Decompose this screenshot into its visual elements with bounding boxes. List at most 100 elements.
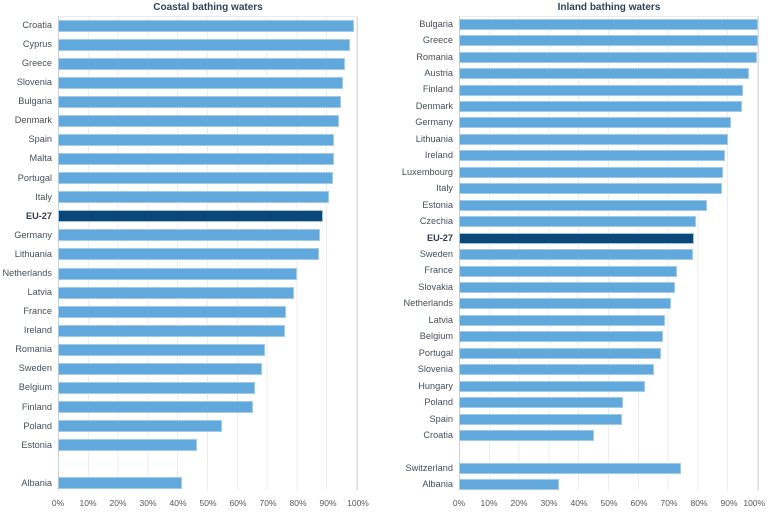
bar-track (459, 427, 759, 443)
value-bar (58, 38, 350, 51)
country-label: Portugal (418, 347, 453, 358)
inland-chart: Inland bathing waters Bulgaria Greece Roma… (384, 1, 768, 515)
value-bar (58, 477, 182, 490)
bar-track (58, 207, 358, 226)
value-bar (459, 199, 707, 211)
value-bar (58, 324, 286, 337)
bar-track (58, 398, 358, 417)
country-label: Bulgaria (419, 18, 453, 29)
bar-track (459, 329, 759, 345)
value-bar (459, 265, 677, 277)
country-label: Estonia (21, 439, 52, 450)
x-axis-tick-label: 100% (347, 498, 369, 508)
country-label: Ireland (23, 325, 52, 336)
value-bar (459, 216, 696, 228)
chart-row: Bulgaria (384, 16, 768, 32)
chart-row: Spain (384, 411, 768, 427)
chart-row: Estonia (0, 436, 384, 455)
chart-row: Luxembourg (384, 164, 768, 180)
country-label: Latvia (27, 287, 52, 298)
value-bar (58, 305, 287, 318)
bar-track (459, 378, 759, 394)
value-bar (58, 134, 335, 146)
chart-row: EU-27 (0, 207, 384, 226)
chart-row: Slovakia (384, 279, 768, 295)
country-label: Lithuania (415, 133, 453, 144)
value-bar (58, 420, 223, 433)
chart-row: Albania (384, 477, 768, 493)
x-axis-tick-label: 70% (660, 498, 678, 508)
value-bar (459, 166, 724, 178)
chart-row: Italy (384, 181, 768, 197)
x-axis-tick-label: 90% (319, 498, 337, 508)
bar-track (459, 312, 759, 328)
country-label: Poland (424, 397, 453, 408)
country-label: EU-27 (25, 210, 52, 221)
country-label: Spain (28, 134, 53, 145)
country-label: Italy (35, 191, 52, 202)
value-bar (58, 114, 339, 127)
chart-row: France (0, 302, 384, 321)
value-bar (459, 51, 757, 63)
country-label: Slovakia (418, 281, 453, 292)
value-bar (58, 19, 355, 32)
value-bar (459, 68, 750, 80)
chart-row: Portugal (384, 345, 768, 361)
country-label: Czechia (419, 216, 453, 227)
bar-track (58, 73, 358, 92)
bar-track (58, 92, 358, 111)
bar-track (58, 111, 358, 130)
country-label: France (23, 306, 52, 317)
bar-track (58, 150, 358, 169)
value-bar (459, 331, 663, 343)
country-label: Belgium (18, 382, 52, 393)
country-label: Malta (29, 153, 52, 164)
chart-row: Romania (0, 340, 384, 359)
x-axis-tick-label: 100% (743, 498, 766, 508)
value-bar (459, 380, 645, 392)
bar-track (459, 230, 759, 246)
coastal-plot-area: Croatia Cyprus Greece Slovenia Bulgaria Denma… (0, 16, 384, 493)
country-label: Italy (436, 183, 453, 194)
country-label: Romania (15, 344, 52, 355)
chart-row: Netherlands (0, 264, 384, 283)
country-label: Netherlands (403, 298, 453, 309)
value-bar (58, 401, 253, 414)
chart-row: Germany (384, 115, 768, 131)
value-bar (58, 286, 294, 299)
value-bar (58, 76, 343, 89)
coastal-x-axis: 0% 10% 20% 30% 40% 50% 60% 70% 80% 90% 100% (52, 495, 369, 513)
chart-row: Austria (384, 65, 768, 81)
value-bar (58, 57, 346, 70)
chart-row: Poland (0, 417, 384, 436)
bar-track (58, 264, 358, 283)
chart-row: Germany (0, 226, 384, 245)
bar-track (58, 188, 358, 207)
bar-track (58, 321, 358, 340)
chart-row: Finland (0, 398, 384, 417)
value-bar (58, 210, 324, 223)
value-bar (58, 153, 334, 166)
chart-row: Estonia (384, 197, 768, 213)
value-bar (459, 84, 744, 96)
x-axis-tick-label: 70% (259, 498, 277, 508)
chart-row: Spain (0, 130, 384, 149)
value-bar (459, 35, 758, 47)
chart-row: Sweden (0, 359, 384, 378)
bar-track (459, 181, 759, 197)
country-label: Albania (21, 477, 52, 488)
bar-track (58, 16, 358, 35)
bar-track (58, 54, 358, 73)
value-bar (459, 100, 742, 112)
country-label: Germany (14, 229, 52, 240)
x-axis-tick-label: 40% (169, 498, 187, 508)
country-label: Lithuania (14, 248, 52, 259)
value-bar (459, 232, 695, 244)
value-bar (58, 95, 341, 108)
country-label: Greece (422, 35, 453, 46)
country-label: Albania (422, 479, 453, 490)
coastal-chart: Coastal bathing waters Croatia Cyprus Gree… (0, 1, 384, 515)
value-bar (459, 150, 726, 162)
bar-track (459, 460, 759, 476)
x-axis-tick-label: 90% (720, 498, 738, 508)
